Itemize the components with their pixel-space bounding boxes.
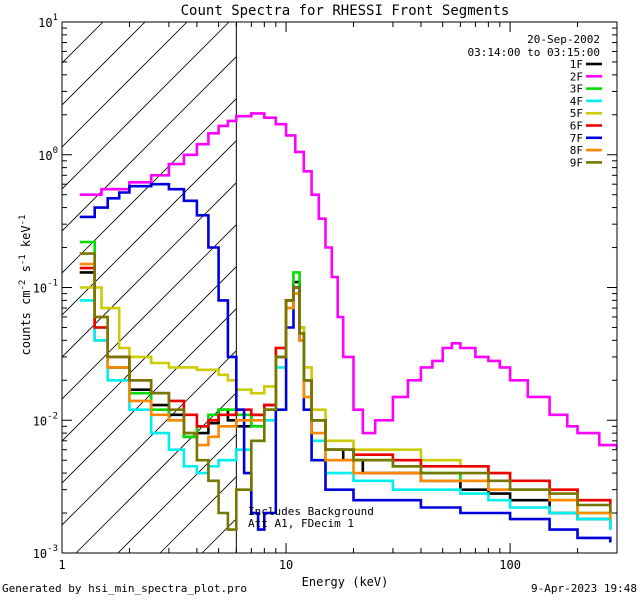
hatch-line bbox=[62, 224, 237, 400]
series-line-2F bbox=[79, 112, 617, 450]
series-line-1F bbox=[79, 271, 612, 530]
series-line-5F bbox=[79, 286, 612, 513]
series-group bbox=[79, 112, 617, 543]
time-range-label: 03:14:00 to 03:15:00 bbox=[468, 46, 600, 59]
legend-label-7F: 7F bbox=[570, 132, 583, 145]
hatch-line bbox=[62, 350, 237, 526]
shaded-region bbox=[0, 0, 640, 553]
hatch-line bbox=[62, 56, 237, 232]
hatch-line bbox=[62, 266, 237, 442]
legend-label-9F: 9F bbox=[570, 156, 583, 169]
hatch-line bbox=[62, 22, 146, 106]
legend-label-6F: 6F bbox=[570, 120, 583, 133]
hatch-line bbox=[328, 0, 640, 553]
legend-label-2F: 2F bbox=[570, 70, 583, 83]
x-tick-label: 10 bbox=[279, 558, 293, 572]
annotation-attenuator: Att A1, FDecim 1 bbox=[248, 517, 354, 530]
legend-label-8F: 8F bbox=[570, 144, 583, 157]
hatch-line bbox=[62, 98, 237, 274]
hatch-line bbox=[62, 308, 237, 484]
hatch-line bbox=[62, 22, 230, 190]
y-tick-label: 10-3 bbox=[33, 544, 58, 561]
x-tick-label: 100 bbox=[499, 558, 521, 572]
series-line-6F bbox=[79, 266, 612, 513]
hatch-line bbox=[117, 434, 237, 553]
hatch-line bbox=[62, 182, 237, 358]
series-line-4F bbox=[79, 292, 612, 530]
y-tick-label: 10-1 bbox=[33, 279, 58, 296]
hatch-line bbox=[286, 0, 640, 553]
chart-title: Count Spectra for RHESSI Front Segments bbox=[181, 3, 510, 19]
hatch-line bbox=[412, 0, 640, 553]
legend-label-1F: 1F bbox=[570, 58, 583, 71]
legend-label-5F: 5F bbox=[570, 107, 583, 120]
hatch-line bbox=[0, 0, 2, 553]
y-tick-label: 101 bbox=[38, 13, 58, 30]
hatch-line bbox=[62, 140, 237, 316]
series-line-7F bbox=[79, 182, 612, 543]
y-tick-label: 10-2 bbox=[33, 411, 58, 428]
legend-label-3F: 3F bbox=[570, 83, 583, 96]
y-tick-label: 100 bbox=[38, 146, 58, 163]
hatch-line bbox=[0, 0, 86, 553]
series-line-3F bbox=[79, 240, 612, 520]
hatch-line bbox=[75, 392, 237, 553]
y-axis-label: counts cm-2 s-1 keV-1 bbox=[18, 215, 33, 356]
hatch-line bbox=[454, 0, 640, 553]
hatch-line bbox=[370, 0, 640, 553]
annotation-background: Includes Background bbox=[248, 505, 374, 518]
x-axis-label: Energy (keV) bbox=[302, 575, 389, 589]
legend-label-4F: 4F bbox=[570, 95, 583, 108]
date-label: 20-Sep-2002 bbox=[527, 33, 600, 46]
x-tick-label: 1 bbox=[58, 558, 65, 572]
series-line-9F bbox=[79, 252, 612, 531]
hatch-line bbox=[159, 476, 237, 553]
footer-timestamp: 9-Apr-2023 19:48 bbox=[531, 582, 637, 595]
footer-generated-by: Generated by hsi_min_spectra_plot.pro bbox=[2, 582, 248, 595]
